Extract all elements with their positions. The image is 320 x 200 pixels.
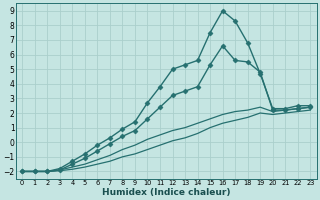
X-axis label: Humidex (Indice chaleur): Humidex (Indice chaleur)	[102, 188, 230, 197]
